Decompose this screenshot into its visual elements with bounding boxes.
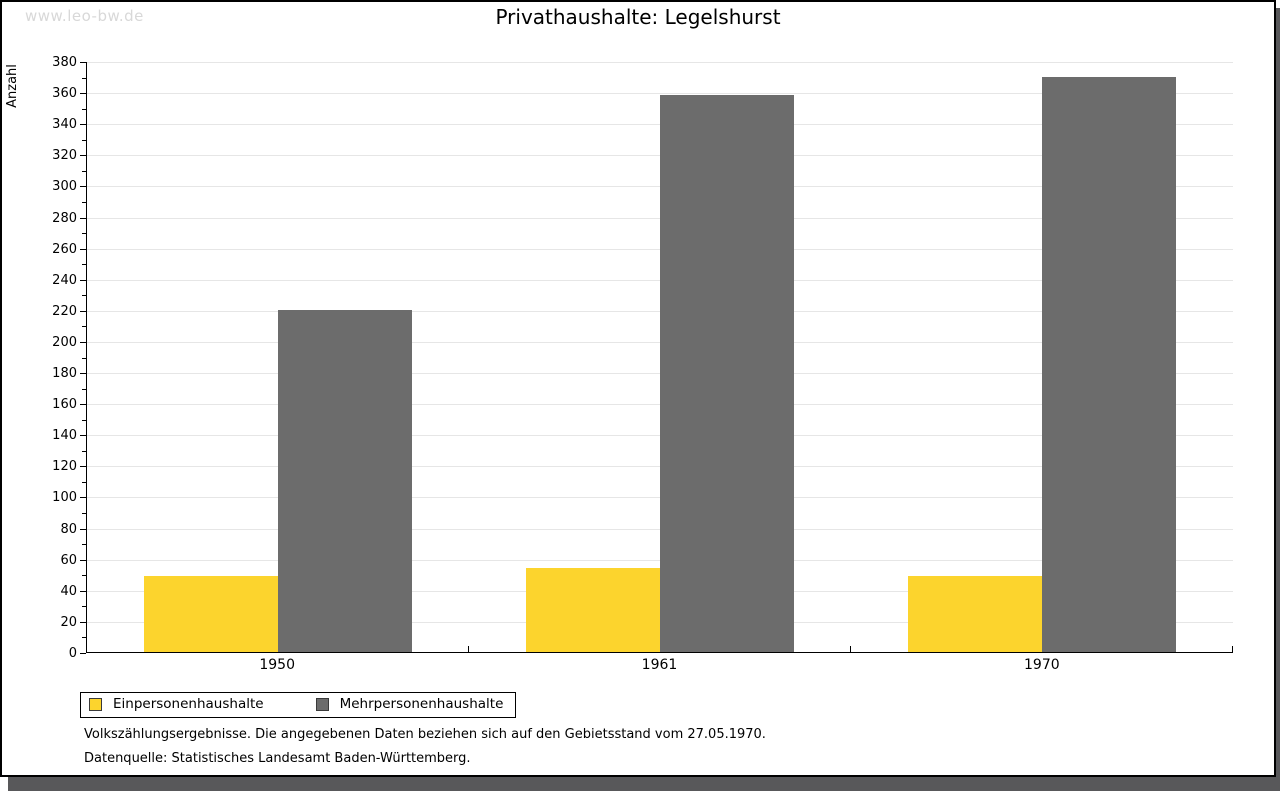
legend-label: Einpersonenhaushalte [113, 696, 264, 712]
y-tick-label: 40 [60, 584, 77, 599]
gridline [87, 62, 1233, 63]
y-tick-minor [82, 420, 86, 421]
footnote-source-note: Volkszählungsergebnisse. Die angegebenen… [84, 727, 766, 742]
y-tick-major [80, 591, 86, 592]
y-tick-minor [82, 513, 86, 514]
x-axis-tick [467, 646, 469, 652]
y-tick-label: 140 [52, 428, 77, 443]
y-tick-minor [82, 326, 86, 327]
y-tick-label: 320 [52, 148, 77, 163]
window-shadow-right [1276, 8, 1280, 791]
y-tick-minor [82, 575, 86, 576]
x-axis-label-1961: 1961 [641, 657, 678, 673]
x-axis-labels: 1950 1961 1970 [86, 657, 1233, 673]
bar-group-1950 [87, 62, 469, 652]
y-tick-major [80, 373, 86, 374]
bar-einpersonenhaushalte-1970 [908, 575, 1042, 652]
y-tick-label: 240 [52, 273, 77, 288]
y-tick-label: 220 [52, 304, 77, 319]
y-tick-minor [82, 358, 86, 359]
y-tick-major [80, 311, 86, 312]
legend: Einpersonenhaushalte Mehrpersonenhaushalt… [80, 692, 517, 718]
x-axis-tick [849, 646, 851, 652]
y-tick-label: 380 [52, 55, 77, 70]
y-tick-label: 360 [52, 86, 77, 101]
y-tick-minor [82, 451, 86, 452]
y-tick-label: 200 [52, 335, 77, 350]
chart-title: Privathaushalte: Legelshurst [495, 5, 781, 29]
bar-mehrpersonenhaushalte-1961 [660, 95, 794, 652]
y-tick-major [80, 497, 86, 498]
y-tick-label: 80 [60, 522, 77, 537]
y-tick-major [80, 560, 86, 561]
y-tick-major [80, 529, 86, 530]
y-tick-label: 0 [68, 646, 77, 661]
y-tick-minor [82, 606, 86, 607]
chart-window: www.leo-bw.de Privathaushalte: Legelshur… [0, 0, 1276, 777]
y-tick-minor [82, 482, 86, 483]
y-tick-label: 340 [52, 117, 77, 132]
legend-item: Mehrpersonenhaushalte [315, 696, 504, 712]
bar-mehrpersonenhaushalte-1950 [278, 309, 412, 652]
legend-swatch [89, 698, 102, 711]
y-tick-minor [82, 171, 86, 172]
plot-area [86, 62, 1233, 653]
y-tick-major [80, 622, 86, 623]
y-tick-major [80, 280, 86, 281]
y-tick-minor [82, 637, 86, 638]
window-shadow-bottom [8, 777, 1276, 791]
y-tick-label: 260 [52, 242, 77, 257]
y-tick-minor [82, 264, 86, 265]
y-tick-minor [82, 389, 86, 390]
y-tick-minor [82, 140, 86, 141]
y-tick-label: 300 [52, 179, 77, 194]
y-tick-major [80, 249, 86, 250]
y-tick-label: 120 [52, 459, 77, 474]
y-tick-major [80, 653, 86, 654]
x-axis-label-1970: 1970 [1024, 657, 1060, 673]
y-tick-major [80, 93, 86, 94]
y-tick-label: 60 [60, 553, 77, 568]
watermark-url: www.leo-bw.de [25, 7, 144, 25]
y-tick-minor [82, 109, 86, 110]
bar-einpersonenhaushalte-1950 [144, 575, 278, 652]
bar-group-1970 [851, 62, 1233, 652]
y-tick-minor [82, 233, 86, 234]
bar-mehrpersonenhaushalte-1970 [1042, 76, 1176, 652]
y-tick-major [80, 186, 86, 187]
legend-label: Mehrpersonenhaushalte [339, 696, 504, 712]
y-tick-label: 100 [52, 490, 77, 505]
y-tick-major [80, 404, 86, 405]
bar-einpersonenhaushalte-1961 [526, 568, 660, 652]
x-axis-label-1950: 1950 [259, 657, 295, 673]
y-tick-major [80, 124, 86, 125]
y-tick-label: 20 [60, 615, 77, 630]
legend-item: Einpersonenhaushalte [89, 697, 264, 712]
y-tick-major [80, 466, 86, 467]
y-tick-label: 280 [52, 211, 77, 226]
y-tick-major [80, 62, 86, 63]
y-tick-major [80, 155, 86, 156]
x-axis-tick [1232, 646, 1233, 652]
y-tick-minor [82, 202, 86, 203]
y-tick-minor [82, 295, 86, 296]
bar-group-1961 [469, 62, 851, 652]
y-tick-label: 180 [52, 366, 77, 381]
y-tick-label: 160 [52, 397, 77, 412]
gridline [87, 93, 1233, 94]
footnote-data-source: Datenquelle: Statistisches Landesamt Bad… [84, 751, 471, 766]
bar-groups [87, 62, 1233, 652]
legend-swatch [315, 698, 329, 711]
y-tick-minor [82, 78, 86, 79]
y-tick-major [80, 342, 86, 343]
y-axis: 0 20 40 60 80 100 120 140 160 180 200 220 240 260 280 3… [2, 56, 86, 660]
y-tick-major [80, 435, 86, 436]
y-tick-major [80, 218, 86, 219]
y-tick-minor [82, 544, 86, 545]
